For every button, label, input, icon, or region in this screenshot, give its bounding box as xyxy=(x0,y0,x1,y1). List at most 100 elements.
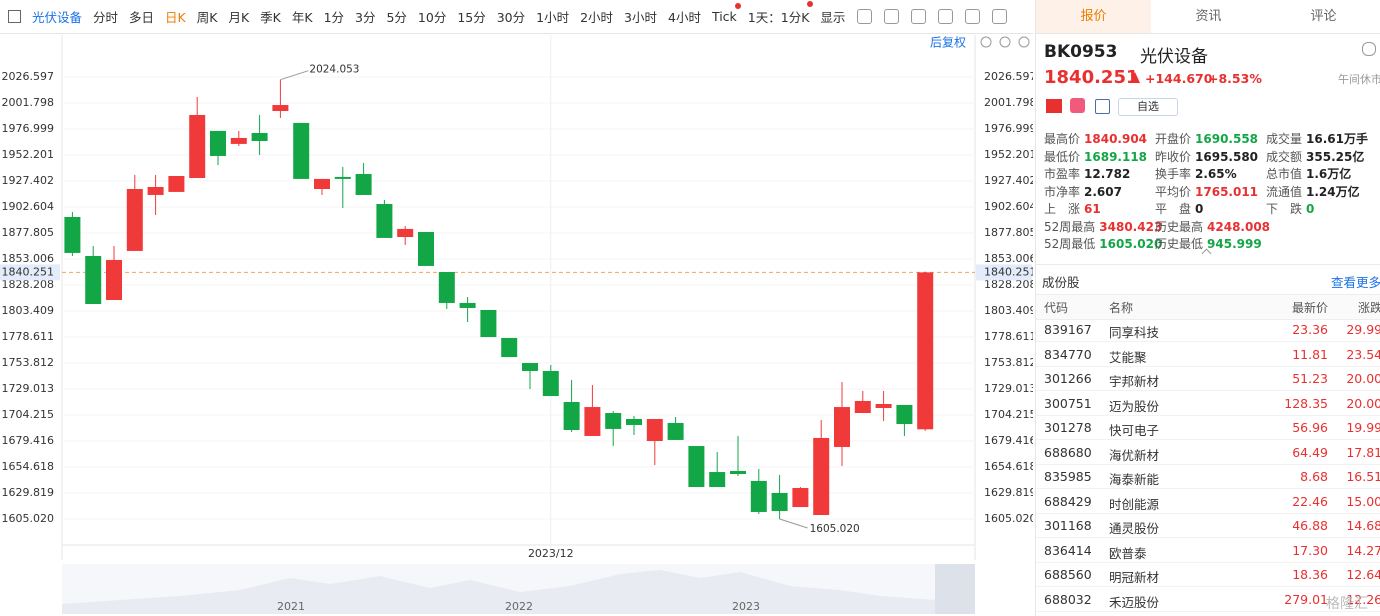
candle-body xyxy=(750,480,767,512)
stat: 换手率 2.65% xyxy=(1155,165,1237,182)
up-arrow xyxy=(1130,72,1140,83)
kline-chart: 后复权 1605.020 1605.020 1629.819 1629.819 1654… xyxy=(0,35,1033,614)
period-tab[interactable]: 日K xyxy=(165,10,186,25)
table-cell[interactable]: 时创能源 xyxy=(1109,496,1160,512)
stat-label: 历史最低 xyxy=(1155,237,1204,251)
y-tick-label: 1803.409 xyxy=(2,304,55,317)
table-cell[interactable]: 688680 xyxy=(1044,444,1092,460)
box-icon[interactable] xyxy=(884,9,900,24)
period-tab[interactable]: 周K xyxy=(196,10,218,25)
table-cell[interactable]: 禾迈股份 xyxy=(1109,594,1160,610)
camera-icon[interactable] xyxy=(911,9,927,24)
table-cell[interactable]: 839167 xyxy=(1044,322,1092,337)
y-tick-label: 1654.618 xyxy=(2,460,55,473)
table-cell[interactable]: 宇邦新材 xyxy=(1109,374,1160,389)
period-tab[interactable]: 30分 xyxy=(496,10,526,25)
period-tab[interactable]: 10分 xyxy=(417,10,447,25)
watermark: 格隆汇 xyxy=(1326,596,1368,612)
reset-icon[interactable] xyxy=(980,36,992,48)
divider xyxy=(1036,264,1380,265)
table-cell[interactable]: 艾能聚 xyxy=(1109,349,1147,365)
table-cell[interactable]: 301266 xyxy=(1044,371,1092,386)
table-cell[interactable]: 688032 xyxy=(1044,591,1092,607)
table-cell[interactable]: 欧普泰 xyxy=(1109,545,1147,561)
candle-body xyxy=(522,363,538,371)
table-cell[interactable]: 快可电子 xyxy=(1109,423,1160,438)
period-tab[interactable]: 5分 xyxy=(386,10,407,25)
y2-tick-label: 1976.999 xyxy=(984,122,1033,135)
stat: 52周最高 3480.423 xyxy=(1044,218,1162,235)
period-tab[interactable]: 3小时 xyxy=(624,10,657,25)
y2-tick-label: 1654.618 xyxy=(984,460,1033,473)
table-cell[interactable]: 836414 xyxy=(1044,542,1092,558)
period-tab[interactable]: 2小时 xyxy=(580,10,614,25)
navigator-area xyxy=(62,570,975,614)
table-cell[interactable]: 迈为股份 xyxy=(1109,398,1160,414)
y2-tick-label: 1729.013 xyxy=(984,382,1033,395)
table-cell[interactable]: 688560 xyxy=(1044,567,1092,582)
stat: 52周最低 1605.020 xyxy=(1044,235,1162,252)
period-tab[interactable]: 4小时 xyxy=(668,10,701,25)
stat: 总市值 1.6万亿 xyxy=(1266,165,1351,182)
stat: 开盘价 1690.558 xyxy=(1155,130,1258,147)
adjust-button[interactable]: 后复权 xyxy=(930,36,966,50)
table-cell[interactable]: 835985 xyxy=(1044,469,1092,484)
period-tab[interactable]: 季K xyxy=(260,10,281,25)
table-cell: 20.00% xyxy=(1346,395,1380,411)
period-tab[interactable]: 光伏设备 xyxy=(32,10,83,25)
table-cell[interactable]: 同享科技 xyxy=(1109,325,1160,340)
column-header: 代码 xyxy=(1044,301,1069,315)
period-tab[interactable]: 年K xyxy=(291,10,313,25)
candle-body xyxy=(542,370,559,397)
stat-label: 市盈率 xyxy=(1044,167,1081,181)
notice-dot xyxy=(734,3,741,9)
table-cell[interactable]: 明冠新材 xyxy=(1109,570,1160,585)
table-cell[interactable]: 834770 xyxy=(1044,346,1092,362)
table-cell[interactable]: 通灵股份 xyxy=(1109,521,1160,536)
y2-tick-label: 1853.006 xyxy=(984,252,1033,265)
stat-label: 平均价 xyxy=(1155,184,1192,199)
stat-value: 1695.580 xyxy=(1195,149,1259,164)
table-cell[interactable]: 海优新材 xyxy=(1109,447,1160,463)
period-tab[interactable]: 1分 xyxy=(323,10,345,25)
period-tab[interactable]: 1小时 xyxy=(536,10,570,25)
panel-tab[interactable]: 评论 xyxy=(1266,0,1380,34)
period-tab[interactable]: 15分 xyxy=(457,10,486,25)
fullscreen-icon[interactable] xyxy=(965,9,981,24)
settings-icon[interactable] xyxy=(857,9,873,24)
price: 1840.251 xyxy=(1044,67,1139,88)
more-link[interactable]: 查看更多 xyxy=(1331,275,1380,290)
table-cell[interactable]: 301168 xyxy=(1044,518,1092,533)
period-tab[interactable]: 显示 xyxy=(820,10,846,25)
settings-icon[interactable] xyxy=(1362,42,1376,56)
zoom-out-icon[interactable] xyxy=(999,36,1011,48)
watch-button[interactable]: 自选 xyxy=(1118,98,1178,116)
period-tab[interactable]: 1天：1分K xyxy=(748,1,814,26)
close-icon[interactable] xyxy=(992,9,1008,24)
period-tab[interactable]: Tick xyxy=(712,3,741,24)
table-cell[interactable]: 海泰新能 xyxy=(1109,472,1160,487)
table-cell[interactable]: 300751 xyxy=(1044,395,1092,411)
draw-icon[interactable] xyxy=(938,9,954,24)
candle-body xyxy=(667,422,684,440)
table-cell[interactable]: 688429 xyxy=(1044,493,1092,509)
panel-tab[interactable]: 资讯 xyxy=(1151,0,1266,34)
panel-tab[interactable]: 报价 xyxy=(1036,0,1151,34)
period-tab[interactable]: 3分 xyxy=(355,10,376,25)
low-connector xyxy=(779,518,808,529)
period-tab[interactable]: 多日 xyxy=(129,10,155,25)
watch-label: 自选 xyxy=(1137,100,1159,113)
stat-label: 开盘价 xyxy=(1155,132,1192,146)
row-divider xyxy=(1036,390,1380,391)
table-cell[interactable]: 301278 xyxy=(1044,420,1092,435)
row-divider xyxy=(1036,610,1380,612)
zoom-in-icon[interactable] xyxy=(1018,36,1030,48)
period-tab[interactable]: 月K xyxy=(228,10,250,25)
period-tab[interactable]: 分时 xyxy=(93,10,119,25)
stat-value: 12.782 xyxy=(1084,167,1131,181)
navigator-handle[interactable] xyxy=(935,564,975,614)
candle-body xyxy=(730,470,746,475)
code: BK0953 xyxy=(1044,42,1118,62)
y-tick-label: 1605.020 xyxy=(2,512,55,525)
stat-value: 4248.008 xyxy=(1207,219,1271,234)
